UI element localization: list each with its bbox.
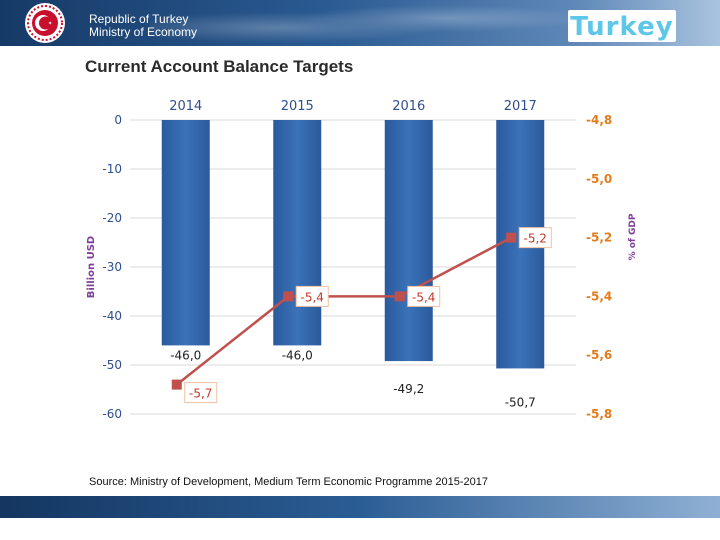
x-category-label: 2015	[281, 99, 314, 114]
gdp-value-label: -5,7	[189, 387, 212, 401]
gdp-value-label: -5,2	[524, 232, 547, 246]
brand-text: Turkey	[570, 12, 674, 42]
y-left-tick-label: -50	[102, 358, 122, 372]
gdp-label-box	[184, 382, 218, 404]
footer-bar	[0, 496, 720, 518]
y-left-tick-label: -10	[102, 162, 122, 176]
y-left-tick-label: -60	[102, 407, 122, 421]
x-category-label: 2016	[392, 99, 425, 114]
y-right-tick-label: -5,0	[586, 172, 612, 186]
header-line-2: Ministry of Economy	[89, 25, 198, 39]
y-left-axis-title: Billion USD	[86, 236, 97, 298]
bar	[384, 120, 433, 362]
bar	[273, 120, 322, 346]
gdp-point	[394, 291, 405, 302]
y-right-tick-label: -5,8	[586, 407, 612, 421]
gdp-point	[506, 232, 517, 243]
header-bar: Republic of Turkey Ministry of Economy T…	[0, 0, 720, 46]
gdp-point	[283, 291, 294, 302]
y-right-tick-label: -4,8	[586, 113, 612, 127]
y-left-tick-label: 0	[114, 113, 122, 127]
current-account-chart: 0 -10 -20 -30 -40 -50 -60 -4,8 -5,0 -5,2 -5,4 -5,6 -…	[86, 99, 638, 421]
gdp-point	[171, 379, 182, 390]
world-map-decoration	[150, 0, 570, 46]
y-right-tick-label: -5,4	[586, 289, 612, 303]
bar-value-label: -46,0	[170, 348, 201, 362]
y-right-axis-title: % of GDP	[628, 213, 638, 260]
brand-logo: Turkey	[568, 10, 676, 42]
bar-value-label: -50,7	[505, 395, 536, 409]
bar-value-label: -49,2	[393, 382, 424, 396]
page-title: Current Account Balance Targets	[85, 57, 354, 76]
y-left-tick-label: -20	[102, 211, 122, 225]
gdp-label-box	[407, 285, 441, 307]
source-note: Source: Ministry of Development, Medium …	[89, 476, 489, 488]
header-line-1: Republic of Turkey	[89, 12, 189, 26]
gdp-line	[175, 236, 512, 386]
gdp-label-box	[295, 285, 329, 307]
y-left-tick-label: -40	[102, 309, 122, 323]
header-title: Republic of Turkey Ministry of Economy	[89, 13, 197, 39]
ministry-emblem-icon	[25, 3, 65, 43]
x-category-label: 2014	[169, 99, 202, 114]
x-category-label: 2017	[504, 99, 537, 114]
y-left-tick-label: -30	[102, 260, 122, 274]
y-right-tick-label: -5,2	[586, 231, 612, 245]
gdp-value-label: -5,4	[301, 290, 324, 304]
y-right-tick-label: -5,6	[586, 348, 612, 362]
gdp-label-box	[518, 227, 552, 249]
gdp-value-label: -5,4	[412, 290, 435, 304]
bar-value-label: -46,0	[282, 348, 313, 362]
bar	[161, 120, 210, 346]
